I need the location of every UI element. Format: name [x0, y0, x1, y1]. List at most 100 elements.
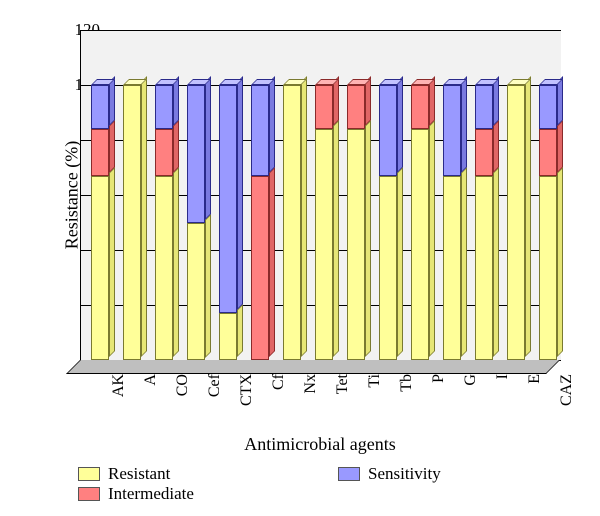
legend-label: Intermediate	[108, 484, 194, 504]
bar	[283, 30, 301, 360]
legend-swatch	[338, 467, 360, 481]
bar-side	[205, 76, 211, 220]
bar-side	[397, 76, 403, 173]
bar-side	[269, 76, 275, 173]
bar-segment-intermediate	[315, 85, 333, 129]
bar-segment-sensitivity	[379, 85, 397, 176]
x-axis-label: Antimicrobial agents	[80, 434, 560, 455]
bar-side	[173, 167, 179, 357]
bar-side	[109, 167, 115, 357]
x-tick-label: AK	[110, 374, 128, 434]
bar-segment-resistant	[507, 85, 525, 360]
bar-segment-sensitivity	[155, 85, 173, 129]
x-tick-label: Ti	[366, 374, 384, 434]
legend-item-resistant: Resistant	[78, 464, 248, 484]
bar-segment-resistant	[283, 85, 301, 360]
bar-side	[269, 167, 275, 357]
bar	[155, 30, 173, 360]
bar-segment-sensitivity	[475, 85, 493, 129]
bar-segment-intermediate	[251, 176, 269, 360]
bar-segment-sensitivity	[251, 85, 269, 176]
bar-side	[237, 76, 243, 310]
bar-segment-intermediate	[411, 85, 429, 129]
bar-side	[397, 167, 403, 357]
bar-segment-resistant	[475, 176, 493, 360]
x-tick-label: P	[430, 374, 448, 434]
bar	[347, 30, 365, 360]
bar-segment-intermediate	[155, 129, 173, 176]
bar-segment-intermediate	[347, 85, 365, 129]
bar	[443, 30, 461, 360]
x-tick-label: Cf	[270, 374, 288, 434]
bar-side	[461, 167, 467, 357]
bar	[123, 30, 141, 360]
bar	[411, 30, 429, 360]
bar	[187, 30, 205, 360]
bar-side	[461, 76, 467, 173]
legend-item-sensitivity: Sensitivity	[338, 464, 508, 484]
bar-side	[301, 76, 307, 357]
bar	[507, 30, 525, 360]
bar	[475, 30, 493, 360]
chart-area	[80, 30, 560, 360]
bar	[91, 30, 109, 360]
x-tick-label: Nx	[302, 374, 320, 434]
x-tick-label: E	[526, 374, 544, 434]
bar-side	[525, 76, 531, 357]
bar-side	[237, 304, 243, 357]
bar-segment-intermediate	[475, 129, 493, 176]
x-tick-label: CTX	[238, 374, 256, 434]
bar-segment-intermediate	[539, 129, 557, 176]
bar-segment-resistant	[411, 129, 429, 360]
bar	[315, 30, 333, 360]
bar	[379, 30, 397, 360]
legend-item-intermediate: Intermediate	[78, 484, 248, 504]
x-tick-label: Cef	[206, 374, 224, 434]
bar	[539, 30, 557, 360]
bar-segment-resistant	[347, 129, 365, 360]
bar-segment-resistant	[123, 85, 141, 360]
bar-side	[557, 167, 563, 357]
bar	[219, 30, 237, 360]
bar-side	[493, 167, 499, 357]
bar-side	[493, 120, 499, 173]
bar-side	[141, 76, 147, 357]
bars-container	[80, 30, 560, 360]
bar-segment-resistant	[539, 176, 557, 360]
bar-side	[109, 120, 115, 173]
bar-side	[173, 120, 179, 173]
bar-segment-resistant	[443, 176, 461, 360]
x-tick-label: Tb	[398, 374, 416, 434]
bar-segment-resistant	[187, 223, 205, 361]
x-tick-label: CAZ	[558, 374, 576, 434]
bar-segment-resistant	[315, 129, 333, 360]
bar-segment-resistant	[91, 176, 109, 360]
plot-floor	[66, 360, 560, 374]
bar-segment-sensitivity	[219, 85, 237, 313]
bar	[251, 30, 269, 360]
legend-label: Resistant	[108, 464, 170, 484]
bar-segment-resistant	[155, 176, 173, 360]
legend-label: Sensitivity	[368, 464, 441, 484]
bar-segment-resistant	[379, 176, 397, 360]
x-tick-label: A	[142, 374, 160, 434]
bar-segment-sensitivity	[91, 85, 109, 129]
x-tick-label: Tet	[334, 374, 352, 434]
bar-segment-sensitivity	[443, 85, 461, 176]
bar-side	[557, 120, 563, 173]
legend-swatch	[78, 467, 100, 481]
bar-segment-sensitivity	[187, 85, 205, 223]
bar-side	[429, 120, 435, 357]
bar-segment-sensitivity	[539, 85, 557, 129]
bar-side	[365, 120, 371, 357]
legend-swatch	[78, 487, 100, 501]
bar-segment-intermediate	[91, 129, 109, 176]
x-tick-label: I	[494, 374, 512, 434]
bar-side	[205, 214, 211, 358]
legend-row: Resistant Sensitivity	[78, 464, 558, 484]
legend-row: Intermediate	[78, 484, 558, 504]
legend: Resistant Sensitivity Intermediate	[78, 464, 558, 504]
bar-segment-resistant	[219, 313, 237, 360]
x-tick-label: CO	[174, 374, 192, 434]
x-tick-label: G	[462, 374, 480, 434]
